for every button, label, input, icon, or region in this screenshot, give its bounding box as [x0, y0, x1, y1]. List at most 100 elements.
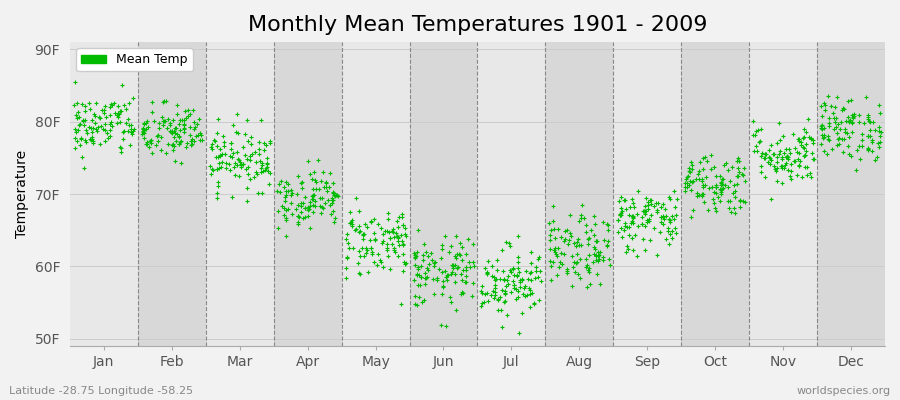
Point: [158, 118, 172, 124]
Point: [490, 256, 504, 263]
Point: [168, 130, 183, 136]
Point: [714, 186, 728, 193]
Point: [396, 241, 410, 248]
Point: [658, 206, 672, 212]
Point: [240, 164, 255, 171]
Point: [624, 220, 638, 226]
Point: [523, 270, 537, 276]
Point: [778, 160, 793, 166]
Point: [124, 129, 139, 135]
Point: [600, 243, 615, 250]
Point: [512, 284, 526, 290]
Point: [76, 118, 90, 124]
Point: [139, 140, 153, 147]
Point: [842, 134, 857, 140]
Point: [410, 227, 425, 233]
Point: [97, 138, 112, 144]
Point: [644, 200, 659, 207]
Point: [339, 236, 354, 243]
Text: Latitude -28.75 Longitude -58.25: Latitude -28.75 Longitude -58.25: [9, 386, 194, 396]
Point: [855, 131, 869, 137]
Point: [734, 171, 749, 178]
Point: [778, 146, 793, 152]
Point: [294, 179, 309, 186]
Point: [618, 248, 633, 255]
Point: [77, 117, 92, 123]
Point: [735, 197, 750, 204]
Point: [243, 176, 257, 182]
Point: [301, 158, 315, 164]
Point: [212, 146, 227, 152]
Point: [342, 208, 356, 215]
Point: [715, 175, 729, 182]
Point: [279, 188, 293, 194]
Point: [343, 220, 357, 226]
Point: [175, 160, 189, 166]
Point: [407, 250, 421, 256]
Point: [506, 265, 520, 272]
Point: [596, 254, 610, 260]
Point: [681, 182, 696, 188]
Point: [418, 275, 432, 281]
Point: [580, 284, 594, 291]
Point: [830, 94, 844, 100]
Point: [510, 259, 525, 266]
Point: [140, 120, 154, 127]
Point: [217, 142, 231, 149]
Point: [600, 221, 615, 227]
Point: [543, 245, 557, 252]
Point: [569, 243, 583, 250]
Point: [230, 162, 244, 168]
Point: [713, 173, 727, 180]
Point: [714, 182, 728, 188]
Point: [421, 267, 436, 273]
Point: [692, 192, 706, 198]
Point: [498, 288, 512, 295]
Point: [622, 224, 636, 230]
Bar: [138, 42, 206, 346]
Point: [667, 187, 681, 194]
Point: [183, 132, 197, 139]
Point: [194, 132, 208, 138]
Point: [344, 219, 358, 225]
Point: [453, 240, 467, 246]
Point: [306, 192, 320, 198]
Point: [303, 199, 318, 205]
Point: [117, 102, 131, 108]
Point: [285, 210, 300, 217]
Point: [370, 262, 384, 269]
Point: [753, 169, 768, 175]
Point: [625, 235, 639, 241]
Point: [863, 119, 878, 125]
Point: [209, 154, 223, 161]
Point: [73, 121, 87, 127]
Point: [804, 174, 818, 180]
Point: [510, 272, 525, 278]
Point: [780, 153, 795, 160]
Point: [817, 134, 832, 140]
Point: [78, 103, 93, 110]
Point: [262, 180, 276, 187]
Point: [454, 277, 469, 284]
Point: [465, 292, 480, 299]
Point: [177, 108, 192, 114]
Point: [176, 116, 191, 123]
Point: [145, 150, 159, 156]
Point: [313, 195, 328, 202]
Point: [511, 288, 526, 294]
Point: [249, 158, 264, 165]
Point: [796, 145, 811, 152]
Point: [590, 253, 605, 259]
Point: [764, 141, 778, 148]
Point: [587, 244, 601, 250]
Point: [659, 213, 673, 219]
Point: [136, 129, 150, 136]
Point: [167, 125, 182, 131]
Point: [429, 277, 444, 283]
Point: [872, 102, 886, 108]
Point: [547, 249, 562, 255]
Point: [487, 274, 501, 280]
Point: [74, 136, 88, 142]
Point: [835, 149, 850, 155]
Point: [274, 178, 288, 184]
